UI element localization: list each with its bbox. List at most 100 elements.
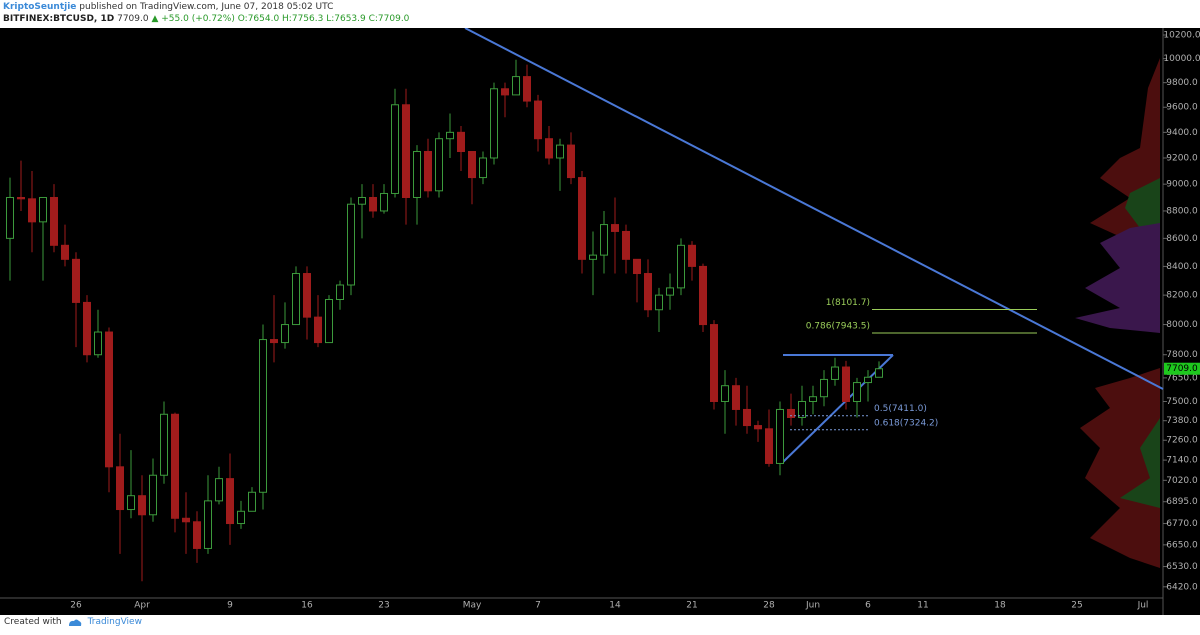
candle-body bbox=[215, 478, 223, 502]
y-tick-label: 9000.0 bbox=[1166, 180, 1198, 190]
ohlc: O:7654.0 H:7756.3 L:7653.9 C:7709.0 bbox=[237, 14, 410, 24]
y-tick-label: 8400.0 bbox=[1166, 262, 1198, 272]
y-tick-label: 7140.0 bbox=[1166, 456, 1198, 466]
footer: Created with TradingView bbox=[4, 617, 142, 627]
y-tick-label: 7380.0 bbox=[1166, 416, 1198, 426]
candle-body bbox=[105, 331, 113, 468]
y-tick-label: 8600.0 bbox=[1166, 234, 1198, 244]
candle-body bbox=[820, 378, 828, 398]
y-tick-label: 9200.0 bbox=[1166, 153, 1198, 163]
created-with: Created with bbox=[4, 617, 62, 627]
y-tick-label: 7260.0 bbox=[1166, 436, 1198, 446]
brand[interactable]: TradingView bbox=[87, 617, 142, 627]
candle-body bbox=[611, 224, 619, 232]
candle-body bbox=[204, 500, 212, 549]
candle-body bbox=[831, 366, 839, 380]
candle-body bbox=[688, 244, 696, 267]
candle-body bbox=[248, 491, 256, 512]
candle-body bbox=[732, 385, 740, 410]
candle-body bbox=[842, 366, 850, 402]
candle-body bbox=[534, 100, 542, 140]
candle-body bbox=[457, 131, 465, 153]
y-tick-label: 8000.0 bbox=[1166, 320, 1198, 330]
candle-body bbox=[61, 244, 69, 260]
y-tick-label: 6650.0 bbox=[1166, 540, 1198, 550]
fib-label: 0.618(7324.2) bbox=[874, 418, 938, 428]
price-tag bbox=[1164, 362, 1200, 375]
candle-body bbox=[369, 196, 377, 212]
candle-body bbox=[468, 151, 476, 179]
y-tick-label: 6770.0 bbox=[1166, 519, 1198, 529]
candle-body bbox=[28, 198, 36, 223]
y-tick-label: 9400.0 bbox=[1166, 128, 1198, 138]
y-tick-label: 6895.0 bbox=[1166, 497, 1198, 507]
candle-body bbox=[787, 408, 795, 418]
candle-body bbox=[666, 287, 674, 296]
y-tick-label: 6420.0 bbox=[1166, 582, 1198, 592]
candle-body bbox=[556, 144, 564, 159]
x-tick-label: 7 bbox=[535, 601, 541, 611]
candle-body bbox=[567, 144, 575, 179]
candle-body bbox=[380, 192, 388, 212]
y-tick-label: 7650.0 bbox=[1166, 373, 1198, 383]
candle-body bbox=[776, 408, 784, 464]
fib-label: 0.786(7943.5) bbox=[806, 322, 870, 332]
triangle-bottom bbox=[782, 354, 894, 463]
candle-body bbox=[391, 104, 399, 194]
candle-body bbox=[336, 284, 344, 300]
candle-body bbox=[864, 376, 872, 384]
candle-body bbox=[413, 151, 421, 198]
candle-body bbox=[765, 428, 773, 464]
candle-body bbox=[237, 510, 245, 525]
price: 7709.0 bbox=[117, 14, 149, 24]
x-tick-label: 16 bbox=[301, 601, 313, 611]
candle-body bbox=[512, 76, 520, 96]
publisher[interactable]: KriptoSeuntjie bbox=[3, 2, 77, 12]
x-tick-label: 9 bbox=[227, 601, 233, 611]
candle-body bbox=[501, 88, 509, 96]
candle-body bbox=[402, 104, 410, 198]
candle-body bbox=[281, 324, 289, 344]
y-tick-label: 9800.0 bbox=[1166, 78, 1198, 88]
published: published on TradingView.com, June 07, 2… bbox=[79, 2, 334, 12]
candle-body bbox=[138, 495, 146, 516]
logo bbox=[68, 619, 81, 626]
y-tick-label: 8800.0 bbox=[1166, 206, 1198, 216]
candle-body bbox=[699, 265, 707, 326]
x-tick-label: Apr bbox=[134, 601, 150, 611]
x-tick-label: 14 bbox=[609, 601, 621, 611]
candle-body bbox=[303, 273, 311, 318]
candle-body bbox=[655, 294, 663, 311]
candle-body bbox=[435, 138, 443, 192]
x-tick-label: 11 bbox=[917, 601, 928, 611]
candle-body bbox=[677, 244, 685, 289]
candle-body bbox=[193, 521, 201, 549]
candle-body bbox=[314, 316, 322, 344]
candle-body bbox=[127, 495, 135, 511]
candle-body bbox=[50, 196, 58, 246]
candle-body bbox=[17, 196, 25, 200]
change: ▲ +55.0 (+0.72%) bbox=[151, 14, 235, 24]
y-tick-label: 8200.0 bbox=[1166, 291, 1198, 301]
candle-body bbox=[83, 301, 91, 356]
x-tick-label: 28 bbox=[763, 601, 775, 611]
candle-body bbox=[622, 230, 630, 260]
candle-body bbox=[446, 131, 454, 140]
candle-body bbox=[721, 385, 729, 402]
x-tick-label: 26 bbox=[70, 601, 82, 611]
candle-body bbox=[94, 331, 102, 356]
candle-body bbox=[798, 400, 806, 418]
symbol: BITFINEX:BTCUSD, 1D bbox=[3, 14, 115, 24]
y-tick-label: 10000.0 bbox=[1163, 54, 1200, 64]
candle-body bbox=[545, 138, 553, 159]
candle-body bbox=[589, 254, 597, 260]
chart: 10200.010000.09800.09600.09400.09200.090… bbox=[0, 28, 1200, 615]
candle-body bbox=[270, 339, 278, 344]
x-tick-label: Jul bbox=[1137, 601, 1149, 611]
trendline bbox=[464, 28, 1164, 390]
candle-body bbox=[710, 324, 718, 402]
candle-body bbox=[160, 413, 168, 476]
x-tick-label: 21 bbox=[686, 601, 697, 611]
candle-body bbox=[72, 258, 80, 303]
